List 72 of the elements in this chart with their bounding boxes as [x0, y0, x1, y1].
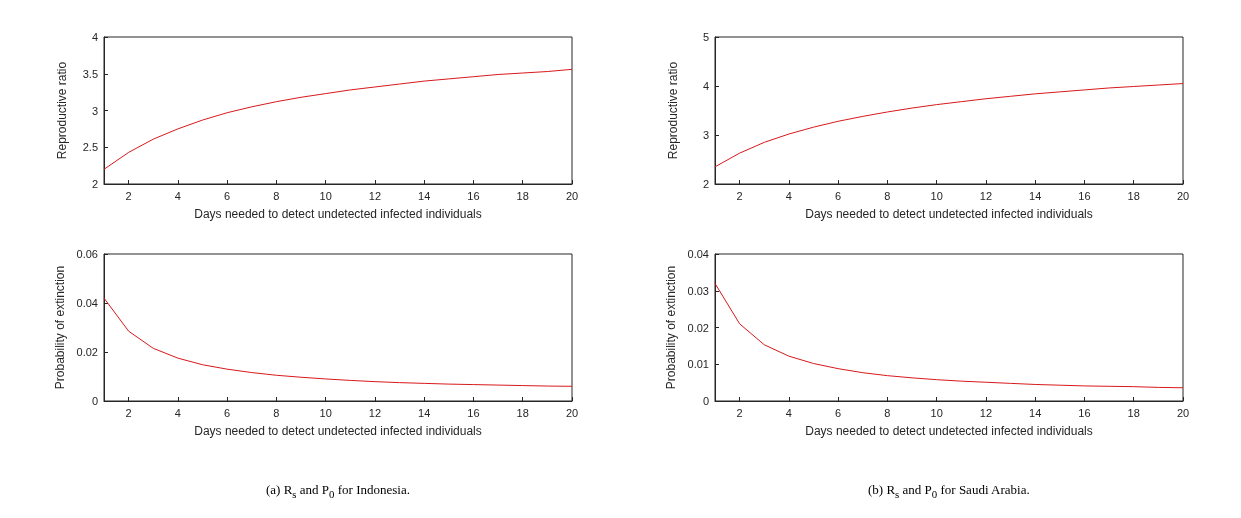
x-tick-label: 18 [516, 189, 529, 202]
y-tick-label: 3 [91, 104, 98, 117]
y-tick-label: 3 [702, 129, 709, 141]
x-tick-label: 12 [368, 406, 382, 419]
x-tick-label: 10 [319, 406, 332, 419]
y-tick-label: 5 [702, 31, 709, 43]
y-tick-label: 0.03 [687, 284, 709, 297]
x-tick-label: 14 [418, 406, 431, 419]
x-tick-label: 16 [1078, 406, 1091, 419]
x-tick-label: 20 [565, 406, 579, 419]
text: (a) R$_{s}$ and P$_{0}$ for Indonesia. [266, 482, 410, 500]
line-series [714, 83, 1184, 168]
y-tick-label: 4 [91, 31, 98, 43]
x-tick-label: 6 [835, 406, 842, 419]
y-axis-title: Reproductive ratio [55, 61, 69, 160]
line-series [103, 297, 573, 387]
x-tick-label: 14 [1029, 189, 1042, 202]
x-tick-label: 8 [273, 406, 280, 419]
x-tick-label: 2 [736, 189, 743, 202]
x-axis-title: Days needed to detect undetected infected individuals [194, 207, 482, 221]
y-tick-label: 0 [702, 395, 709, 407]
x-tick-label: 14 [418, 189, 431, 202]
x-tick-label: 12 [368, 189, 382, 202]
y-tick-label: 2 [702, 178, 709, 190]
x-tick-label: 6 [835, 189, 842, 202]
x-tick-label: 10 [930, 406, 943, 419]
y-tick-label: 0.04 [76, 297, 98, 309]
x-tick-label: 6 [224, 406, 231, 419]
x-tick-label: 4 [174, 406, 181, 419]
x-tick-label: 18 [516, 406, 529, 419]
x-axis-title: Days needed to detect undetected infected individuals [194, 424, 482, 438]
y-tick-label: 0.02 [76, 346, 98, 358]
y-tick-label: 0.01 [687, 358, 709, 371]
x-tick-label: 14 [1029, 406, 1042, 419]
x-tick-label: 2 [125, 189, 132, 202]
x-tick-label: 16 [467, 406, 480, 419]
x-tick-label: 8 [273, 189, 280, 202]
x-tick-label: 4 [785, 406, 792, 419]
line-series [103, 68, 573, 170]
x-tick-label: 10 [930, 189, 943, 202]
x-tick-label: 4 [785, 189, 792, 202]
y-tick-label: 0.04 [687, 248, 709, 260]
x-tick-label: 8 [884, 406, 891, 419]
x-tick-label: 16 [467, 189, 480, 202]
y-tick-label: 0.02 [687, 321, 709, 334]
x-tick-label: 18 [1127, 406, 1140, 419]
y-tick-label: 4 [702, 80, 709, 92]
x-tick-label: 6 [224, 189, 231, 202]
x-tick-label: 20 [1176, 189, 1190, 202]
y-tick-label: 3.5 [82, 67, 98, 80]
x-tick-label: 20 [1176, 406, 1190, 419]
line-series [714, 282, 1184, 389]
x-tick-label: 2 [125, 406, 132, 419]
text: (b) R$_{s}$ and P$_{0}$ for Saudi Arabia. [868, 482, 1030, 500]
y-axis-title: Probability of extinction [52, 265, 67, 390]
x-tick-label: 2 [736, 406, 743, 419]
x-tick-label: 12 [979, 189, 993, 202]
x-axis-title: Days needed to detect undetected infected individuals [805, 424, 1093, 438]
x-tick-label: 20 [565, 189, 579, 202]
y-tick-label: 0 [91, 395, 98, 407]
y-axis-title: Reproductive ratio [666, 61, 680, 160]
x-tick-label: 4 [174, 189, 181, 202]
x-axis-title: Days needed to detect undetected infected individuals [805, 207, 1093, 221]
x-tick-label: 18 [1127, 189, 1140, 202]
y-axis-title: Probability of extinction [663, 265, 678, 390]
y-tick-label: 2 [91, 178, 98, 190]
y-tick-label: 2.5 [82, 141, 98, 154]
x-tick-label: 8 [884, 189, 891, 202]
x-tick-label: 10 [319, 189, 332, 202]
x-tick-label: 12 [979, 406, 993, 419]
x-tick-label: 16 [1078, 189, 1091, 202]
y-tick-label: 0.06 [76, 248, 98, 260]
